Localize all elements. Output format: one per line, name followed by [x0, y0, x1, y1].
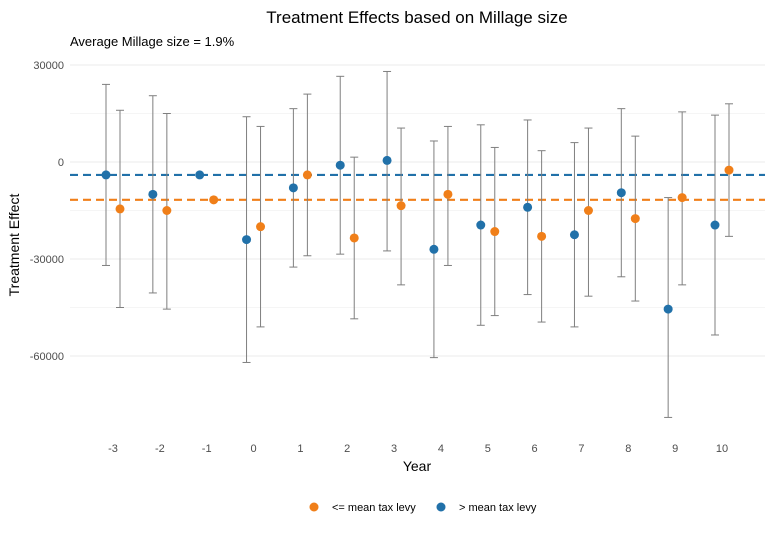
- chart-subtitle: Average Millage size = 1.9%: [70, 34, 235, 49]
- x-tick-label: 0: [250, 443, 256, 455]
- x-tick-label: -3: [108, 443, 118, 455]
- legend-marker: [309, 502, 319, 512]
- y-axis-label: Treatment Effect: [6, 194, 22, 297]
- x-tick-labels: -3 -2 -1 0 1 2 3 4 5 6 7 8 9 10: [108, 443, 728, 455]
- point-high-levy: [288, 183, 298, 193]
- x-tick-label: -2: [155, 443, 165, 455]
- point-high-levy: [382, 155, 392, 165]
- x-tick-label: 2: [344, 443, 350, 455]
- x-tick-label: -1: [202, 443, 212, 455]
- legend: <= mean tax levy > mean tax levy: [309, 502, 537, 514]
- legend-label: <= mean tax levy: [332, 502, 416, 514]
- y-tick-label: 0: [58, 157, 64, 169]
- point-low-levy: [115, 204, 125, 214]
- point-low-levy: [256, 222, 266, 232]
- point-high-levy: [148, 189, 158, 199]
- x-tick-label: 8: [625, 443, 631, 455]
- point-low-levy: [209, 195, 219, 205]
- error-bars: [102, 70, 733, 418]
- y-tick-label: 30000: [33, 60, 64, 72]
- point-high-levy: [101, 170, 111, 180]
- x-tick-label: 6: [532, 443, 538, 455]
- mean-lines: [70, 173, 765, 201]
- chart-title: Treatment Effects based on Millage size: [266, 8, 567, 27]
- x-tick-label: 7: [578, 443, 584, 455]
- point-low-levy: [302, 170, 312, 180]
- point-high-levy: [429, 244, 439, 254]
- legend-marker: [436, 502, 446, 512]
- point-low-levy: [677, 193, 687, 203]
- point-high-levy: [476, 220, 486, 230]
- point-low-levy: [537, 231, 547, 241]
- x-axis-label: Year: [403, 458, 432, 474]
- point-low-levy: [724, 165, 734, 175]
- point-high-levy: [195, 170, 205, 180]
- x-tick-label: 1: [297, 443, 303, 455]
- point-low-levy: [349, 233, 359, 243]
- x-tick-label: 9: [672, 443, 678, 455]
- legend-item-high-levy: > mean tax levy: [436, 502, 537, 514]
- point-low-levy: [630, 214, 640, 224]
- x-tick-label: 10: [716, 443, 728, 455]
- point-high-levy: [523, 202, 533, 212]
- point-low-levy: [443, 189, 453, 199]
- point-high-levy: [663, 304, 673, 314]
- point-low-levy: [583, 206, 593, 215]
- point-high-levy: [710, 220, 720, 230]
- y-tick-label: -60000: [30, 351, 64, 363]
- grid-lines: [70, 64, 765, 357]
- legend-label: > mean tax levy: [459, 502, 537, 514]
- point-high-levy: [335, 160, 345, 170]
- x-tick-label: 3: [391, 443, 397, 455]
- point-high-levy: [616, 188, 626, 198]
- point-low-levy: [396, 201, 406, 211]
- point-high-levy: [569, 230, 579, 240]
- legend-item-low-levy: <= mean tax levy: [309, 502, 416, 514]
- y-tick-label: -30000: [30, 254, 64, 266]
- point-high-levy: [242, 235, 252, 245]
- data-points: [101, 155, 734, 314]
- point-low-levy: [490, 227, 500, 237]
- x-tick-label: 5: [485, 443, 491, 455]
- point-low-levy: [162, 206, 172, 215]
- y-tick-labels: 30000 0 -30000 -60000: [30, 60, 64, 363]
- x-tick-label: 4: [438, 443, 444, 455]
